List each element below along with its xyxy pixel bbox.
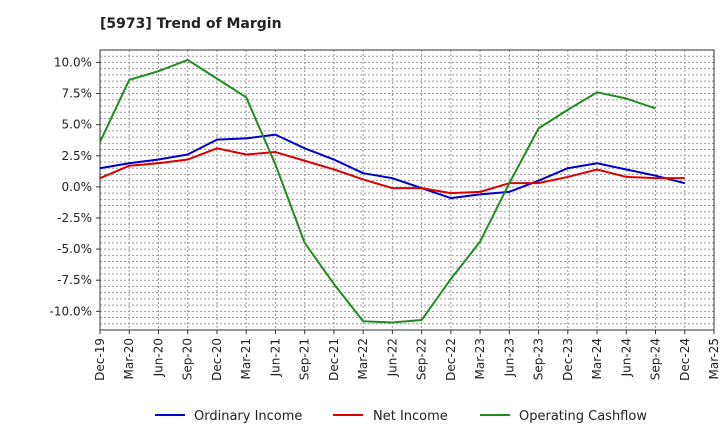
x-tick-label: Dec-19 <box>93 338 107 381</box>
operating-cashflow-line <box>99 58 656 324</box>
x-tick-label: Dec-20 <box>210 338 224 381</box>
y-tick-label: 0.0% <box>62 180 93 194</box>
x-tick-label: Sep-21 <box>298 338 312 380</box>
x-tick-label: Mar-23 <box>473 338 487 379</box>
x-tick-label: Jun-24 <box>619 338 633 377</box>
plot-frame <box>99 49 715 331</box>
x-tick-label: Sep-24 <box>649 338 663 380</box>
net-income-legend-label: Net Income <box>373 409 448 424</box>
y-tick-label: -7.5% <box>57 273 92 287</box>
chart-title: [5973] Trend of Margin <box>100 16 282 32</box>
y-tick-label: -5.0% <box>57 242 92 256</box>
operating-cashflow-legend-label: Operating Cashflow <box>519 409 647 424</box>
x-tick-label: Sep-22 <box>415 338 429 380</box>
x-tick-label: Dec-21 <box>327 338 341 381</box>
y-tick-label: -10.0% <box>50 304 92 318</box>
y-tick-label: 7.5% <box>62 87 93 101</box>
net-income-line <box>99 147 685 195</box>
x-tick-label: Dec-24 <box>678 338 692 381</box>
y-tick-label: 10.0% <box>54 55 92 69</box>
x-tick-label: Sep-20 <box>181 338 195 380</box>
plot-area <box>100 50 714 330</box>
x-tick-label: Dec-23 <box>561 338 575 381</box>
x-tick-label: Jun-20 <box>151 338 165 377</box>
y-tick-label: 2.5% <box>62 149 93 163</box>
x-tick-label: Mar-25 <box>707 338 720 379</box>
y-tick-label: 5.0% <box>62 118 93 132</box>
ordinary-income-line <box>99 133 686 200</box>
x-tick-label: Jun-23 <box>502 338 516 377</box>
x-tick-label: Jun-21 <box>268 338 282 377</box>
ordinary-income-legend-label: Ordinary Income <box>194 409 302 424</box>
x-tick-label: Mar-24 <box>590 338 604 379</box>
x-tick-label: Sep-23 <box>532 338 546 380</box>
x-tick-label: Dec-22 <box>444 338 458 381</box>
x-tick-label: Mar-22 <box>356 338 370 379</box>
x-tick-label: Mar-21 <box>239 338 253 379</box>
x-tick-label: Jun-22 <box>385 338 399 377</box>
y-tick-label: -2.5% <box>57 211 92 225</box>
x-tick-label: Mar-20 <box>122 338 136 379</box>
